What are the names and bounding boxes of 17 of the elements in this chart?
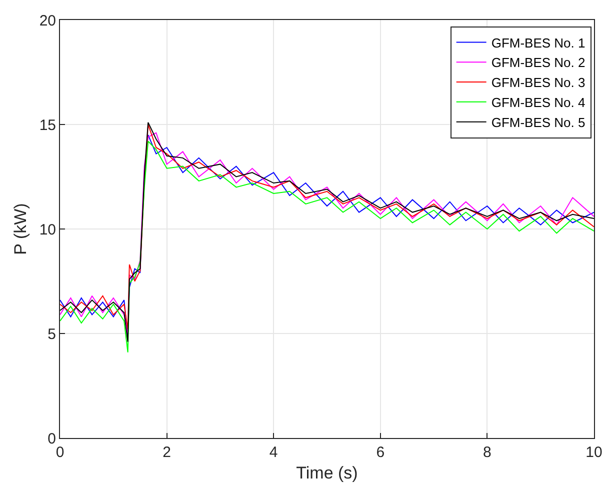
x-axis-title: Time (s) — [296, 463, 358, 482]
x-tick-label: 10 — [586, 444, 602, 461]
legend-label: GFM-BES No. 5 — [491, 114, 586, 130]
y-axis-title: P (kW) — [10, 203, 30, 255]
x-tick-label: 4 — [269, 444, 278, 461]
y-tick-label: 10 — [39, 221, 56, 238]
y-tick-label: 15 — [39, 116, 56, 134]
legend-label: GFM-BES No. 2 — [491, 55, 586, 70]
x-tick-label: 2 — [162, 444, 171, 461]
x-tick-label: 8 — [483, 444, 492, 461]
legend-label: GFM-BES No. 4 — [491, 94, 586, 110]
x-tick-label: 6 — [376, 444, 385, 461]
y-tick-label: 0 — [48, 430, 56, 448]
y-tick-label: 5 — [48, 326, 56, 343]
legend-label: GFM-BES No. 3 — [491, 75, 586, 90]
legend-label: GFM-BES No. 1 — [491, 35, 586, 50]
y-tick-label: 20 — [39, 12, 56, 30]
